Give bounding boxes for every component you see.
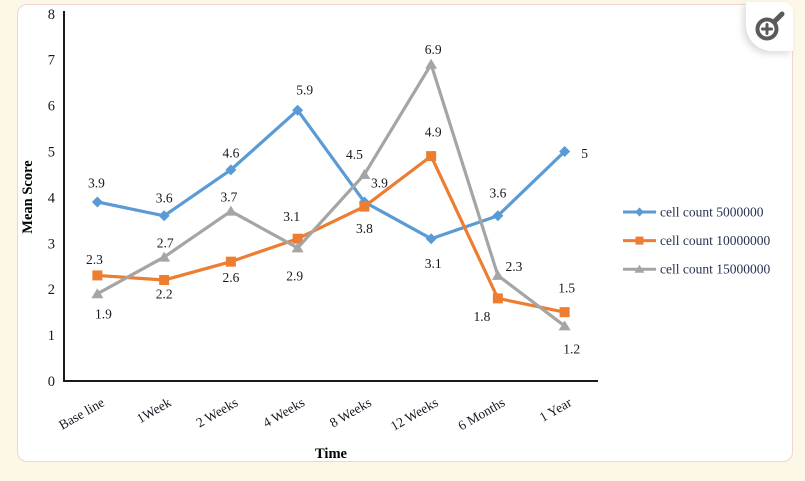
y-tick-label: 4 (48, 190, 56, 206)
chart-legend: cell count 5000000 cell count 10000000 cel… (623, 205, 770, 277)
data-labels: 3.9 3.6 4.6 5.9 3.9 3.1 3.6 5 2.3 2.2 2.6 3.1 3.8 4.9… (86, 42, 588, 357)
legend-item-cell-count-15000000: cell count 15000000 (623, 262, 770, 277)
data-point-marker (425, 233, 437, 245)
data-point-label: 4.6 (222, 145, 239, 160)
y-axis-ticks: 0 1 2 3 4 5 6 7 8 (48, 7, 56, 390)
data-point-marker (291, 242, 304, 253)
x-category-label: 2 Weeks (193, 395, 240, 431)
data-point-marker (92, 270, 103, 281)
axis-lines (63, 11, 598, 382)
data-point-marker (425, 58, 438, 69)
legend-swatch-marker (634, 264, 645, 273)
y-tick-label: 3 (48, 236, 55, 252)
data-point-label: 4.5 (346, 147, 363, 162)
zoom-in-button[interactable] (746, 2, 793, 51)
series-line (95, 154, 567, 314)
data-point-marker (225, 256, 236, 267)
data-point-marker (224, 205, 237, 216)
data-point-marker (225, 164, 237, 176)
data-point-label: 2.2 (156, 287, 173, 302)
data-point-marker (492, 210, 504, 222)
legend-item-cell-count-10000000: cell count 10000000 (623, 233, 770, 248)
data-point-label: 2.7 (157, 236, 174, 251)
x-axis-title: Time (315, 446, 348, 462)
legend-swatch-marker (635, 207, 644, 217)
data-point-marker (491, 269, 504, 280)
data-point-label: 4.9 (425, 125, 442, 140)
y-tick-label: 7 (48, 53, 55, 69)
x-category-label: 12 Weeks (388, 395, 441, 434)
y-tick-label: 6 (48, 99, 55, 115)
data-point-marker (292, 104, 304, 116)
data-point-label: 3.9 (88, 175, 105, 190)
chart-card: 0 1 2 3 4 5 6 7 8 Mean Score Time Base line 1Week 2 W… (17, 2, 793, 462)
x-category-label: 1Week (134, 394, 174, 426)
data-point-label: 5 (581, 146, 588, 161)
series-line (95, 108, 567, 241)
data-point-label: 2.3 (505, 259, 522, 274)
data-point-label: 1.2 (563, 341, 580, 356)
data-point-label: 3.1 (283, 209, 300, 224)
data-point-marker (426, 151, 437, 162)
data-point-label: 3.7 (220, 190, 237, 205)
data-point-marker (292, 233, 303, 244)
data-point-marker (158, 210, 170, 222)
data-point-label: 1.5 (558, 281, 575, 296)
data-point-marker (358, 168, 371, 179)
x-category-label: 4 Weeks (260, 395, 307, 431)
data-point-label: 6.9 (425, 42, 442, 57)
y-tick-label: 8 (48, 7, 55, 23)
data-point-label: 3.6 (489, 185, 506, 200)
data-point-marker (91, 196, 103, 208)
data-point-label: 2.9 (286, 268, 303, 283)
data-point-marker (558, 320, 571, 331)
line-chart: 0 1 2 3 4 5 6 7 8 Mean Score Time Base line 1Week 2 W… (20, 7, 770, 462)
x-category-label: 6 Months (455, 395, 507, 434)
series-line (95, 62, 567, 328)
y-tick-label: 1 (48, 328, 55, 344)
data-point-label: 3.8 (356, 221, 373, 236)
data-point-marker (559, 146, 571, 157)
x-category-label: Base line (56, 395, 107, 433)
data-point-label: 5.9 (296, 83, 313, 98)
data-point-label: 1.8 (473, 309, 490, 324)
y-tick-label: 2 (48, 282, 55, 298)
data-point-marker (159, 275, 170, 286)
data-point-label: 3.6 (156, 190, 173, 205)
data-point-label: 3.1 (425, 256, 442, 271)
data-point-marker (559, 307, 570, 318)
series-cell-count-15000000 (91, 58, 571, 331)
data-point-label: 1.9 (95, 306, 112, 321)
x-category-label: 1 Year (537, 394, 575, 424)
y-axis-title: Mean Score (20, 160, 36, 234)
x-axis-ticks: Base line 1Week 2 Weeks 4 Weeks 8 Weeks 12 We… (56, 394, 574, 433)
data-point-marker (91, 288, 104, 299)
data-point-marker (158, 251, 171, 262)
y-tick-label: 0 (48, 374, 55, 390)
series-cell-count-10000000 (92, 151, 570, 318)
y-tick-label: 5 (48, 145, 55, 161)
legend-item-cell-count-5000000: cell count 5000000 (623, 205, 764, 220)
data-point-label: 2.6 (222, 270, 239, 285)
data-point-label: 3.9 (371, 175, 388, 190)
legend-item-label: cell count 5000000 (660, 205, 764, 220)
x-category-label: 8 Weeks (327, 395, 374, 431)
data-point-marker (492, 293, 503, 304)
data-point-label: 2.3 (86, 252, 103, 267)
data-point-marker (359, 201, 370, 212)
magnifier-plus-icon (755, 11, 784, 40)
legend-item-label: cell count 15000000 (660, 262, 770, 277)
legend-swatch-marker (635, 236, 644, 245)
legend-item-label: cell count 10000000 (660, 233, 770, 248)
